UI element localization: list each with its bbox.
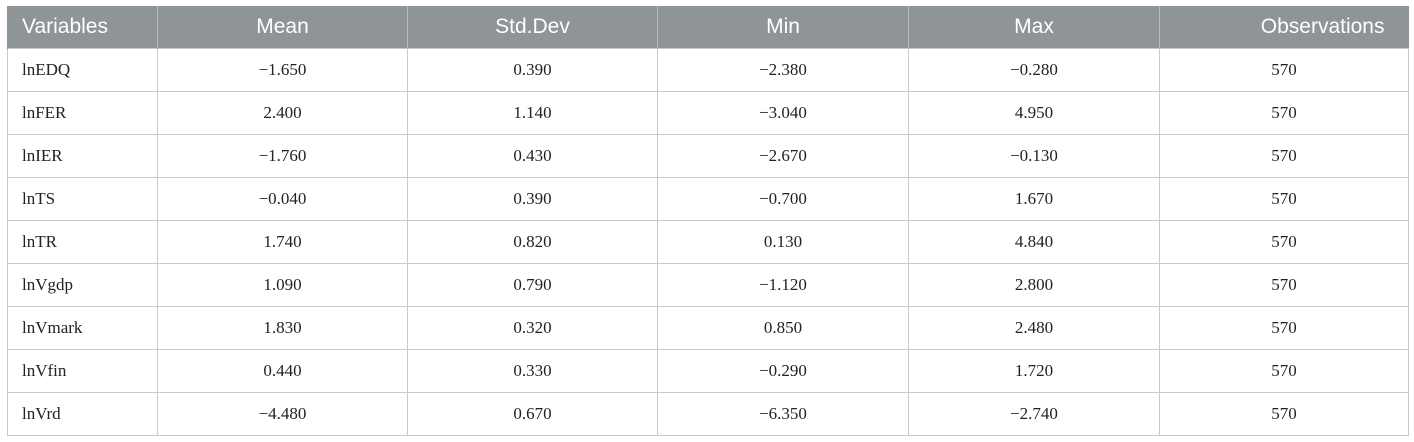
cell-observations: 570 [1159,263,1409,307]
table-row: lnVrd −4.480 0.670 −6.350 −2.740 570 [7,392,1409,436]
cell-min: −0.700 [657,177,909,221]
cell-std-dev: 0.390 [407,48,658,92]
cell-std-dev: 0.330 [407,349,658,393]
cell-observations: 570 [1159,134,1409,178]
cell-mean: 1.090 [157,263,408,307]
table-row: lnTS −0.040 0.390 −0.700 1.670 570 [7,177,1409,221]
cell-std-dev: 0.430 [407,134,658,178]
cell-variable: lnTS [7,177,158,221]
cell-mean: 0.440 [157,349,408,393]
cell-variable: lnVfin [7,349,158,393]
cell-variable: lnVrd [7,392,158,436]
cell-mean: 1.740 [157,220,408,264]
header-std-dev: Std.Dev [407,6,658,49]
cell-observations: 570 [1159,306,1409,350]
table-header: Variables Mean Std.Dev Min Max Observati… [7,6,1409,49]
cell-max: 1.670 [908,177,1160,221]
header-row: Variables Mean Std.Dev Min Max Observati… [7,6,1409,49]
cell-min: −3.040 [657,91,909,135]
cell-min: 0.850 [657,306,909,350]
cell-max: −2.740 [908,392,1160,436]
cell-variable: lnVgdp [7,263,158,307]
cell-mean: 1.830 [157,306,408,350]
header-variables: Variables [7,6,158,49]
table-container: Variables Mean Std.Dev Min Max Observati… [7,6,1409,436]
cell-mean: −0.040 [157,177,408,221]
cell-min: 0.130 [657,220,909,264]
cell-mean: −1.650 [157,48,408,92]
cell-mean: −4.480 [157,392,408,436]
cell-max: 1.720 [908,349,1160,393]
cell-min: −0.290 [657,349,909,393]
cell-observations: 570 [1159,48,1409,92]
cell-max: −0.280 [908,48,1160,92]
cell-variable: lnEDQ [7,48,158,92]
cell-max: 4.950 [908,91,1160,135]
table-row: lnVmark 1.830 0.320 0.850 2.480 570 [7,306,1409,350]
cell-min: −1.120 [657,263,909,307]
header-min: Min [657,6,909,49]
cell-std-dev: 0.790 [407,263,658,307]
table-row: lnVgdp 1.090 0.790 −1.120 2.800 570 [7,263,1409,307]
cell-mean: 2.400 [157,91,408,135]
table-row: lnIER −1.760 0.430 −2.670 −0.130 570 [7,134,1409,178]
cell-variable: lnVmark [7,306,158,350]
cell-variable: lnIER [7,134,158,178]
table-row: lnFER 2.400 1.140 −3.040 4.950 570 [7,91,1409,135]
table-row: lnEDQ −1.650 0.390 −2.380 −0.280 570 [7,48,1409,92]
summary-statistics-table: Variables Mean Std.Dev Min Max Observati… [7,6,1409,436]
cell-max: −0.130 [908,134,1160,178]
header-observations: Observations [1159,6,1409,49]
cell-observations: 570 [1159,392,1409,436]
cell-max: 2.800 [908,263,1160,307]
cell-observations: 570 [1159,349,1409,393]
cell-observations: 570 [1159,177,1409,221]
cell-max: 4.840 [908,220,1160,264]
cell-std-dev: 0.320 [407,306,658,350]
table-row: lnVfin 0.440 0.330 −0.290 1.720 570 [7,349,1409,393]
cell-min: −2.380 [657,48,909,92]
cell-max: 2.480 [908,306,1160,350]
cell-std-dev: 0.820 [407,220,658,264]
cell-variable: lnFER [7,91,158,135]
table-row: lnTR 1.740 0.820 0.130 4.840 570 [7,220,1409,264]
cell-min: −2.670 [657,134,909,178]
cell-std-dev: 0.390 [407,177,658,221]
header-max: Max [908,6,1160,49]
table-body: lnEDQ −1.650 0.390 −2.380 −0.280 570 lnF… [7,48,1409,436]
cell-variable: lnTR [7,220,158,264]
cell-mean: −1.760 [157,134,408,178]
cell-min: −6.350 [657,392,909,436]
cell-observations: 570 [1159,91,1409,135]
cell-std-dev: 1.140 [407,91,658,135]
cell-observations: 570 [1159,220,1409,264]
header-mean: Mean [157,6,408,49]
cell-std-dev: 0.670 [407,392,658,436]
